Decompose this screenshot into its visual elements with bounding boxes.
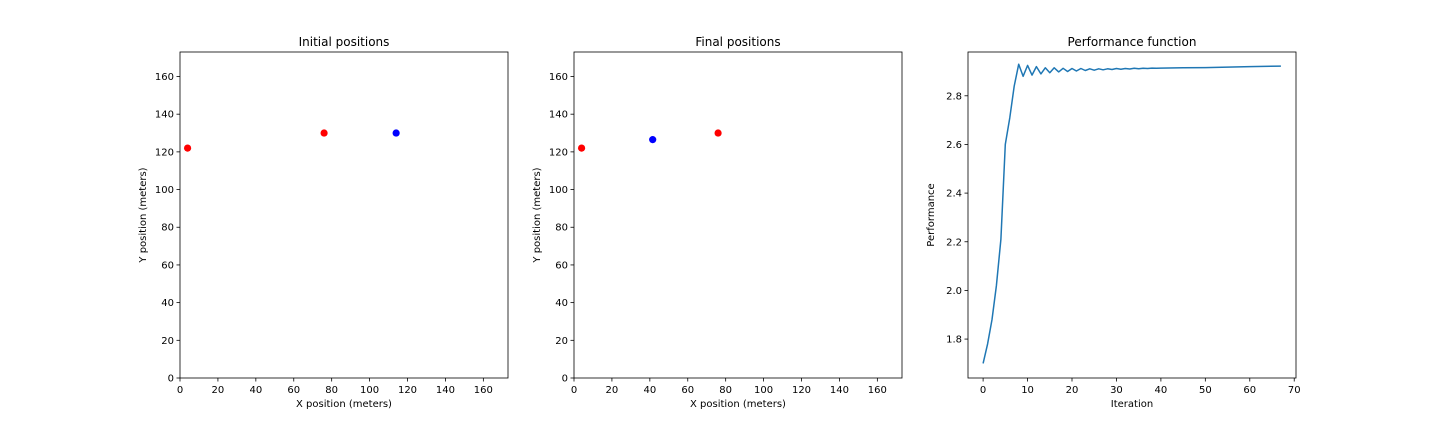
x-tick-label: 70 [1288,385,1301,396]
chart-title: Initial positions [299,35,390,49]
y-tick-label: 160 [549,72,568,83]
x-tick-label: 80 [719,385,732,396]
x-tick-label: 160 [868,385,887,396]
data-point [320,129,328,137]
plot-frame [179,51,509,379]
x-tick-label: 0 [177,385,183,396]
data-point [577,144,586,152]
y-tick-label: 2.4 [946,189,962,200]
chart-panel-2: Final positions X position (meters) Y posi… [532,35,903,410]
x-tick-label: 120 [398,385,417,396]
y-tick-label: 140 [549,110,568,121]
x-axis-label: X position (meters) [296,399,392,410]
y-tick-label: 40 [161,298,174,309]
data-point [649,136,657,144]
data-point [392,129,400,137]
x-tick-label: 50 [1199,385,1212,396]
y-tick-label: 140 [155,110,174,121]
x-tick-label: 100 [360,385,379,396]
y-tick-label: 120 [549,147,568,158]
y-tick-label: 0 [168,374,174,385]
x-tick-label: 30 [1110,385,1123,396]
x-tick-label: 0 [980,385,986,396]
plot-frame [967,51,1297,379]
chart-panel-1: Initial positions X position (meters) Y po… [138,35,509,410]
x-tick-label: 160 [474,385,493,396]
x-tick-label: 40 [1155,385,1168,396]
x-tick-label: 80 [325,385,338,396]
x-tick-label: 10 [1021,385,1034,396]
x-tick-label: 60 [681,385,694,396]
y-axis-label: Y position (meters) [138,167,149,263]
data-point [714,129,722,137]
y-tick-label: 160 [155,72,174,83]
y-tick-label: 100 [155,185,174,196]
x-tick-label: 0 [571,385,577,396]
x-tick-label: 60 [287,385,300,396]
y-tick-label: 2.2 [946,237,962,248]
y-tick-label: 2.8 [946,91,962,102]
x-tick-label: 20 [606,385,619,396]
x-tick-label: 40 [249,385,262,396]
x-tick-label: 120 [792,385,811,396]
y-tick-label: 120 [155,147,174,158]
y-tick-label: 2.0 [946,286,962,297]
y-axis-label: Performance [926,183,937,246]
chart-title: Final positions [695,35,780,49]
y-tick-label: 80 [161,223,174,234]
y-tick-label: 100 [549,185,568,196]
y-tick-label: 20 [555,336,568,347]
data-point [183,144,192,152]
y-axis-label: Y position (meters) [532,167,543,263]
x-axis-label: X position (meters) [690,399,786,410]
y-tick-label: 1.8 [946,335,962,346]
x-tick-label: 20 [212,385,225,396]
plot-frame [573,51,903,379]
x-tick-label: 140 [436,385,455,396]
x-tick-label: 140 [830,385,849,396]
chart-panel-3: Performance function Iteration Performance… [926,35,1301,410]
y-tick-label: 60 [161,260,174,271]
x-tick-label: 100 [754,385,773,396]
y-tick-label: 80 [555,223,568,234]
series-line [982,63,1281,364]
x-tick-label: 60 [1243,385,1256,396]
y-tick-label: 2.6 [946,140,962,151]
x-axis-label: Iteration [1111,399,1153,410]
y-tick-label: 20 [161,336,174,347]
x-tick-label: 20 [1066,385,1079,396]
y-tick-label: 60 [555,260,568,271]
y-tick-label: 0 [562,374,568,385]
y-tick-label: 40 [555,298,568,309]
chart-title: Performance function [1068,35,1197,49]
x-tick-label: 40 [643,385,656,396]
